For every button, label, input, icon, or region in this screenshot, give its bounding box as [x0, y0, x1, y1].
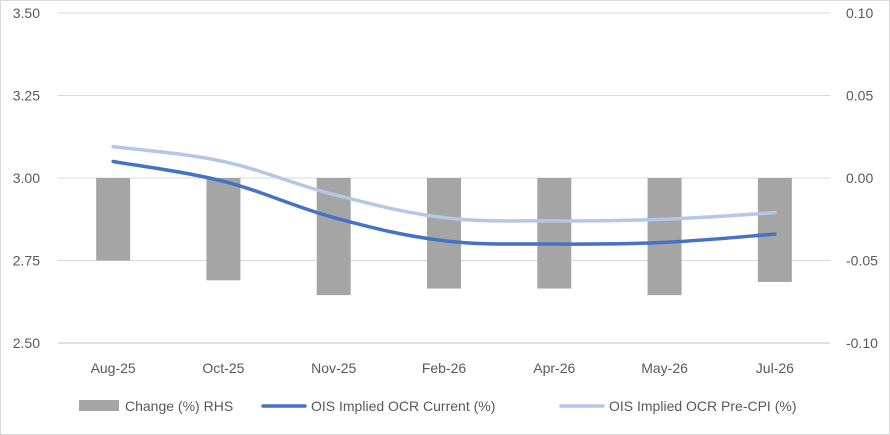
line-series-1 [111, 144, 777, 223]
x-axis: Aug-25 Oct-25 Nov-25 Feb-26 Apr-26 May-26 Jul-… [91, 360, 795, 376]
y-right-tick-label: 0.10 [846, 5, 873, 21]
legend-label: OIS Implied OCR Pre-CPI (%) [609, 398, 796, 414]
legend: Change (%) RHS OIS Implied OCR Current (%… [79, 398, 796, 414]
legend-item-2: OIS Implied OCR Pre-CPI (%) [559, 398, 796, 414]
legend-label: Change (%) RHS [125, 398, 233, 414]
bar-Jul-26 [757, 178, 792, 282]
y-left-tick-label: 2.50 [13, 335, 40, 351]
legend-swatch-bar [79, 400, 119, 411]
x-tick-label: Apr-26 [533, 360, 575, 376]
bar-Aug-25 [96, 178, 131, 261]
bar-Apr-26 [537, 178, 572, 289]
bar-May-26 [647, 178, 682, 296]
x-tick-label: Feb-26 [422, 360, 467, 376]
legend-label: OIS Implied OCR Current (%) [311, 398, 495, 414]
y-right-tick-label: -0.10 [846, 335, 878, 351]
x-tick-label: Oct-25 [202, 360, 244, 376]
bar-Oct-25 [206, 178, 241, 281]
x-tick-label: Aug-25 [91, 360, 136, 376]
y-left-tick-label: 3.00 [13, 170, 40, 186]
y-left-tick-label: 3.25 [13, 88, 40, 104]
y-left-tick-label: 2.75 [13, 253, 40, 269]
line-series-0 [111, 159, 777, 246]
y-right-tick-label: 0.00 [846, 170, 873, 186]
right-y-axis: 0.10 0.05 0.00 -0.05 -0.10 [846, 5, 878, 351]
left-y-axis: 3.50 3.25 3.00 2.75 2.50 [13, 5, 40, 351]
x-tick-label: Jul-26 [756, 360, 794, 376]
line-series-group [111, 144, 777, 246]
y-left-tick-label: 3.50 [13, 5, 40, 21]
x-tick-label: Nov-25 [311, 360, 356, 376]
legend-item-1: OIS Implied OCR Current (%) [261, 398, 495, 414]
bar-series-change [96, 178, 792, 296]
legend-item-0: Change (%) RHS [79, 398, 233, 414]
y-right-tick-label: 0.05 [846, 88, 873, 104]
x-tick-label: May-26 [641, 360, 688, 376]
bar-Feb-26 [427, 178, 461, 289]
y-right-tick-label: -0.05 [846, 253, 878, 269]
